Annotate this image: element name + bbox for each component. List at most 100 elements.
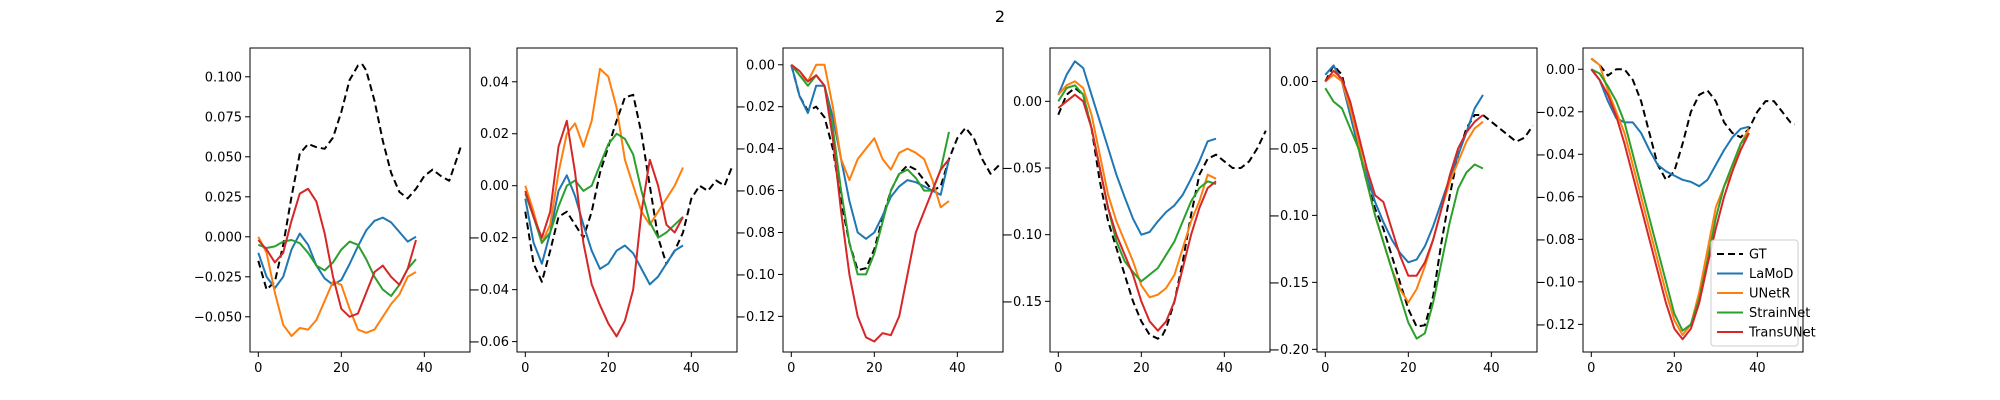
series-line-transunet-5	[1324, 69, 1484, 277]
y-tick-label: −0.06	[1535, 190, 1575, 205]
x-tick-label: 0	[1054, 361, 1062, 376]
y-tick-label: 0.100	[205, 70, 242, 85]
subplot-3: 0 20 40 −0.12 −0.10 −0.08 −0.06 −0.04 −0.02 0.00	[735, 47, 1004, 376]
axes-frame	[1049, 47, 1271, 353]
x-tick-label: 20	[1400, 361, 1417, 376]
series-line-unetr-2	[524, 67, 684, 244]
y-tick-label: −0.02	[1535, 105, 1575, 120]
series-line-transunet-1	[257, 187, 417, 318]
series-line-unetr-4	[1057, 80, 1217, 299]
x-tick-label: 40	[949, 361, 966, 376]
series-line-gt-4	[1057, 87, 1267, 340]
y-tick-label: −0.08	[735, 226, 775, 241]
x-tick-label: 40	[1749, 361, 1766, 376]
series-line-transunet-4	[1057, 93, 1217, 332]
y-tick-label: 0.00	[1280, 75, 1309, 90]
y-tick-label: −0.050	[194, 310, 242, 325]
axes-frame	[782, 47, 1004, 353]
figure-title: 2	[995, 7, 1005, 26]
series-line-lamod-5	[1324, 64, 1484, 264]
x-tick-label: 40	[1216, 361, 1233, 376]
x-tick-label: 40	[683, 361, 700, 376]
y-tick-label: 0.00	[746, 58, 775, 73]
x-tick-label: 0	[1587, 361, 1595, 376]
y-tick-label: −0.12	[1535, 318, 1575, 333]
y-tick-label: −0.10	[1535, 275, 1575, 290]
series-line-strainnet-2	[524, 132, 684, 244]
y-tick-label: 0.04	[480, 75, 509, 90]
series-line-gt-3	[790, 64, 1000, 272]
legend-label-transunet: TransUNet	[1748, 326, 1816, 341]
legend-label-gt: GT	[1749, 248, 1767, 263]
subplot-2: 0 20 40 −0.06 −0.04 −0.02 0.00 0.02 0.04	[469, 47, 738, 376]
series-line-strainnet-6	[1590, 68, 1750, 332]
x-tick-label: 0	[1321, 361, 1329, 376]
y-tick-label: −0.12	[735, 310, 775, 325]
panels: 0 20 40−0.050−0.0250.0000.0250.0500.0750.1…	[194, 47, 1816, 376]
y-tick-label: −0.04	[1535, 148, 1575, 163]
y-tick-label: −0.025	[194, 270, 242, 285]
y-tick-label: −0.10	[1269, 209, 1309, 224]
y-tick-label: 0.00	[1013, 95, 1042, 110]
series-line-gt-2	[524, 93, 734, 283]
subplot-6: 0 20 40 −0.12 −0.10 −0.08 −0.06 −0.04 −0.02 0.00 G…	[1535, 47, 1816, 376]
series-line-gt-6	[1590, 57, 1796, 181]
y-tick-label: −0.06	[469, 335, 509, 350]
y-tick-label: 0.02	[480, 127, 509, 142]
y-tick-label: −0.10	[735, 268, 775, 283]
y-tick-label: −0.05	[1002, 162, 1042, 177]
axes-frame	[516, 47, 738, 353]
series-line-unetr-1	[257, 236, 417, 337]
x-tick-label: 40	[1483, 361, 1500, 376]
x-tick-label: 0	[254, 361, 262, 376]
y-tick-label: −0.08	[1535, 233, 1575, 248]
x-tick-label: 0	[787, 361, 795, 376]
series-line-lamod-3	[790, 64, 950, 240]
series-line-gt-1	[257, 63, 463, 291]
y-tick-label: −0.06	[735, 184, 775, 199]
series-line-unetr-5	[1324, 73, 1484, 304]
y-tick-label: −0.02	[469, 231, 509, 246]
x-tick-label: 20	[1133, 361, 1150, 376]
series-line-unetr-3	[790, 63, 950, 209]
legend: GT LaMoD UNetR StrainNet TransUNet	[1710, 239, 1816, 347]
x-tick-label: 20	[600, 361, 617, 376]
series-line-transunet-6	[1590, 68, 1750, 341]
subplot-5: 0 20 40 −0.20 −0.15 −0.10 −0.05 0.00	[1269, 47, 1538, 376]
legend-label-strainnet: StrainNet	[1749, 306, 1810, 321]
legend-box	[1710, 239, 1799, 347]
series-line-strainnet-4	[1057, 84, 1217, 283]
y-tick-label: −0.10	[1002, 228, 1042, 243]
series-line-strainnet-1	[257, 239, 417, 297]
axes-frame	[249, 47, 471, 353]
y-tick-label: −0.04	[735, 142, 775, 157]
y-tick-label: 0.050	[205, 150, 242, 165]
series-line-transunet-2	[524, 119, 684, 338]
axes-frame	[1582, 47, 1804, 353]
axes-frame	[1316, 47, 1538, 353]
y-tick-label: 0.075	[205, 110, 242, 125]
y-tick-label: −0.05	[1269, 142, 1309, 157]
y-tick-label: 0.00	[480, 179, 509, 194]
subplot-1: 0 20 40 −0.050 −0.025 0.000 0.025 0.050 0.075 0.1…	[194, 47, 471, 376]
series-line-transunet-3	[790, 64, 950, 343]
x-tick-label: 0	[521, 361, 529, 376]
y-tick-label: 0.00	[1546, 63, 1575, 78]
x-tick-label: 20	[1666, 361, 1683, 376]
y-tick-label: −0.20	[1269, 343, 1309, 358]
legend-label-unetr: UNetR	[1749, 287, 1790, 302]
x-tick-label: 20	[333, 361, 350, 376]
x-tick-label: 20	[866, 361, 883, 376]
x-tick-label: 40	[416, 361, 433, 376]
y-tick-label: −0.15	[1002, 295, 1042, 310]
series-line-strainnet-5	[1324, 87, 1484, 340]
y-tick-label: 0.025	[205, 190, 242, 205]
series-line-lamod-4	[1057, 60, 1217, 236]
y-tick-label: −0.04	[469, 283, 509, 298]
y-tick-label: 0.000	[205, 230, 242, 245]
y-tick-label: −0.02	[735, 100, 775, 115]
subplot-4: 0 20 40 −0.15 −0.10 −0.05 0.00	[1002, 47, 1271, 376]
y-tick-label: −0.15	[1269, 276, 1309, 291]
legend-label-lamod: LaMoD	[1749, 267, 1793, 282]
